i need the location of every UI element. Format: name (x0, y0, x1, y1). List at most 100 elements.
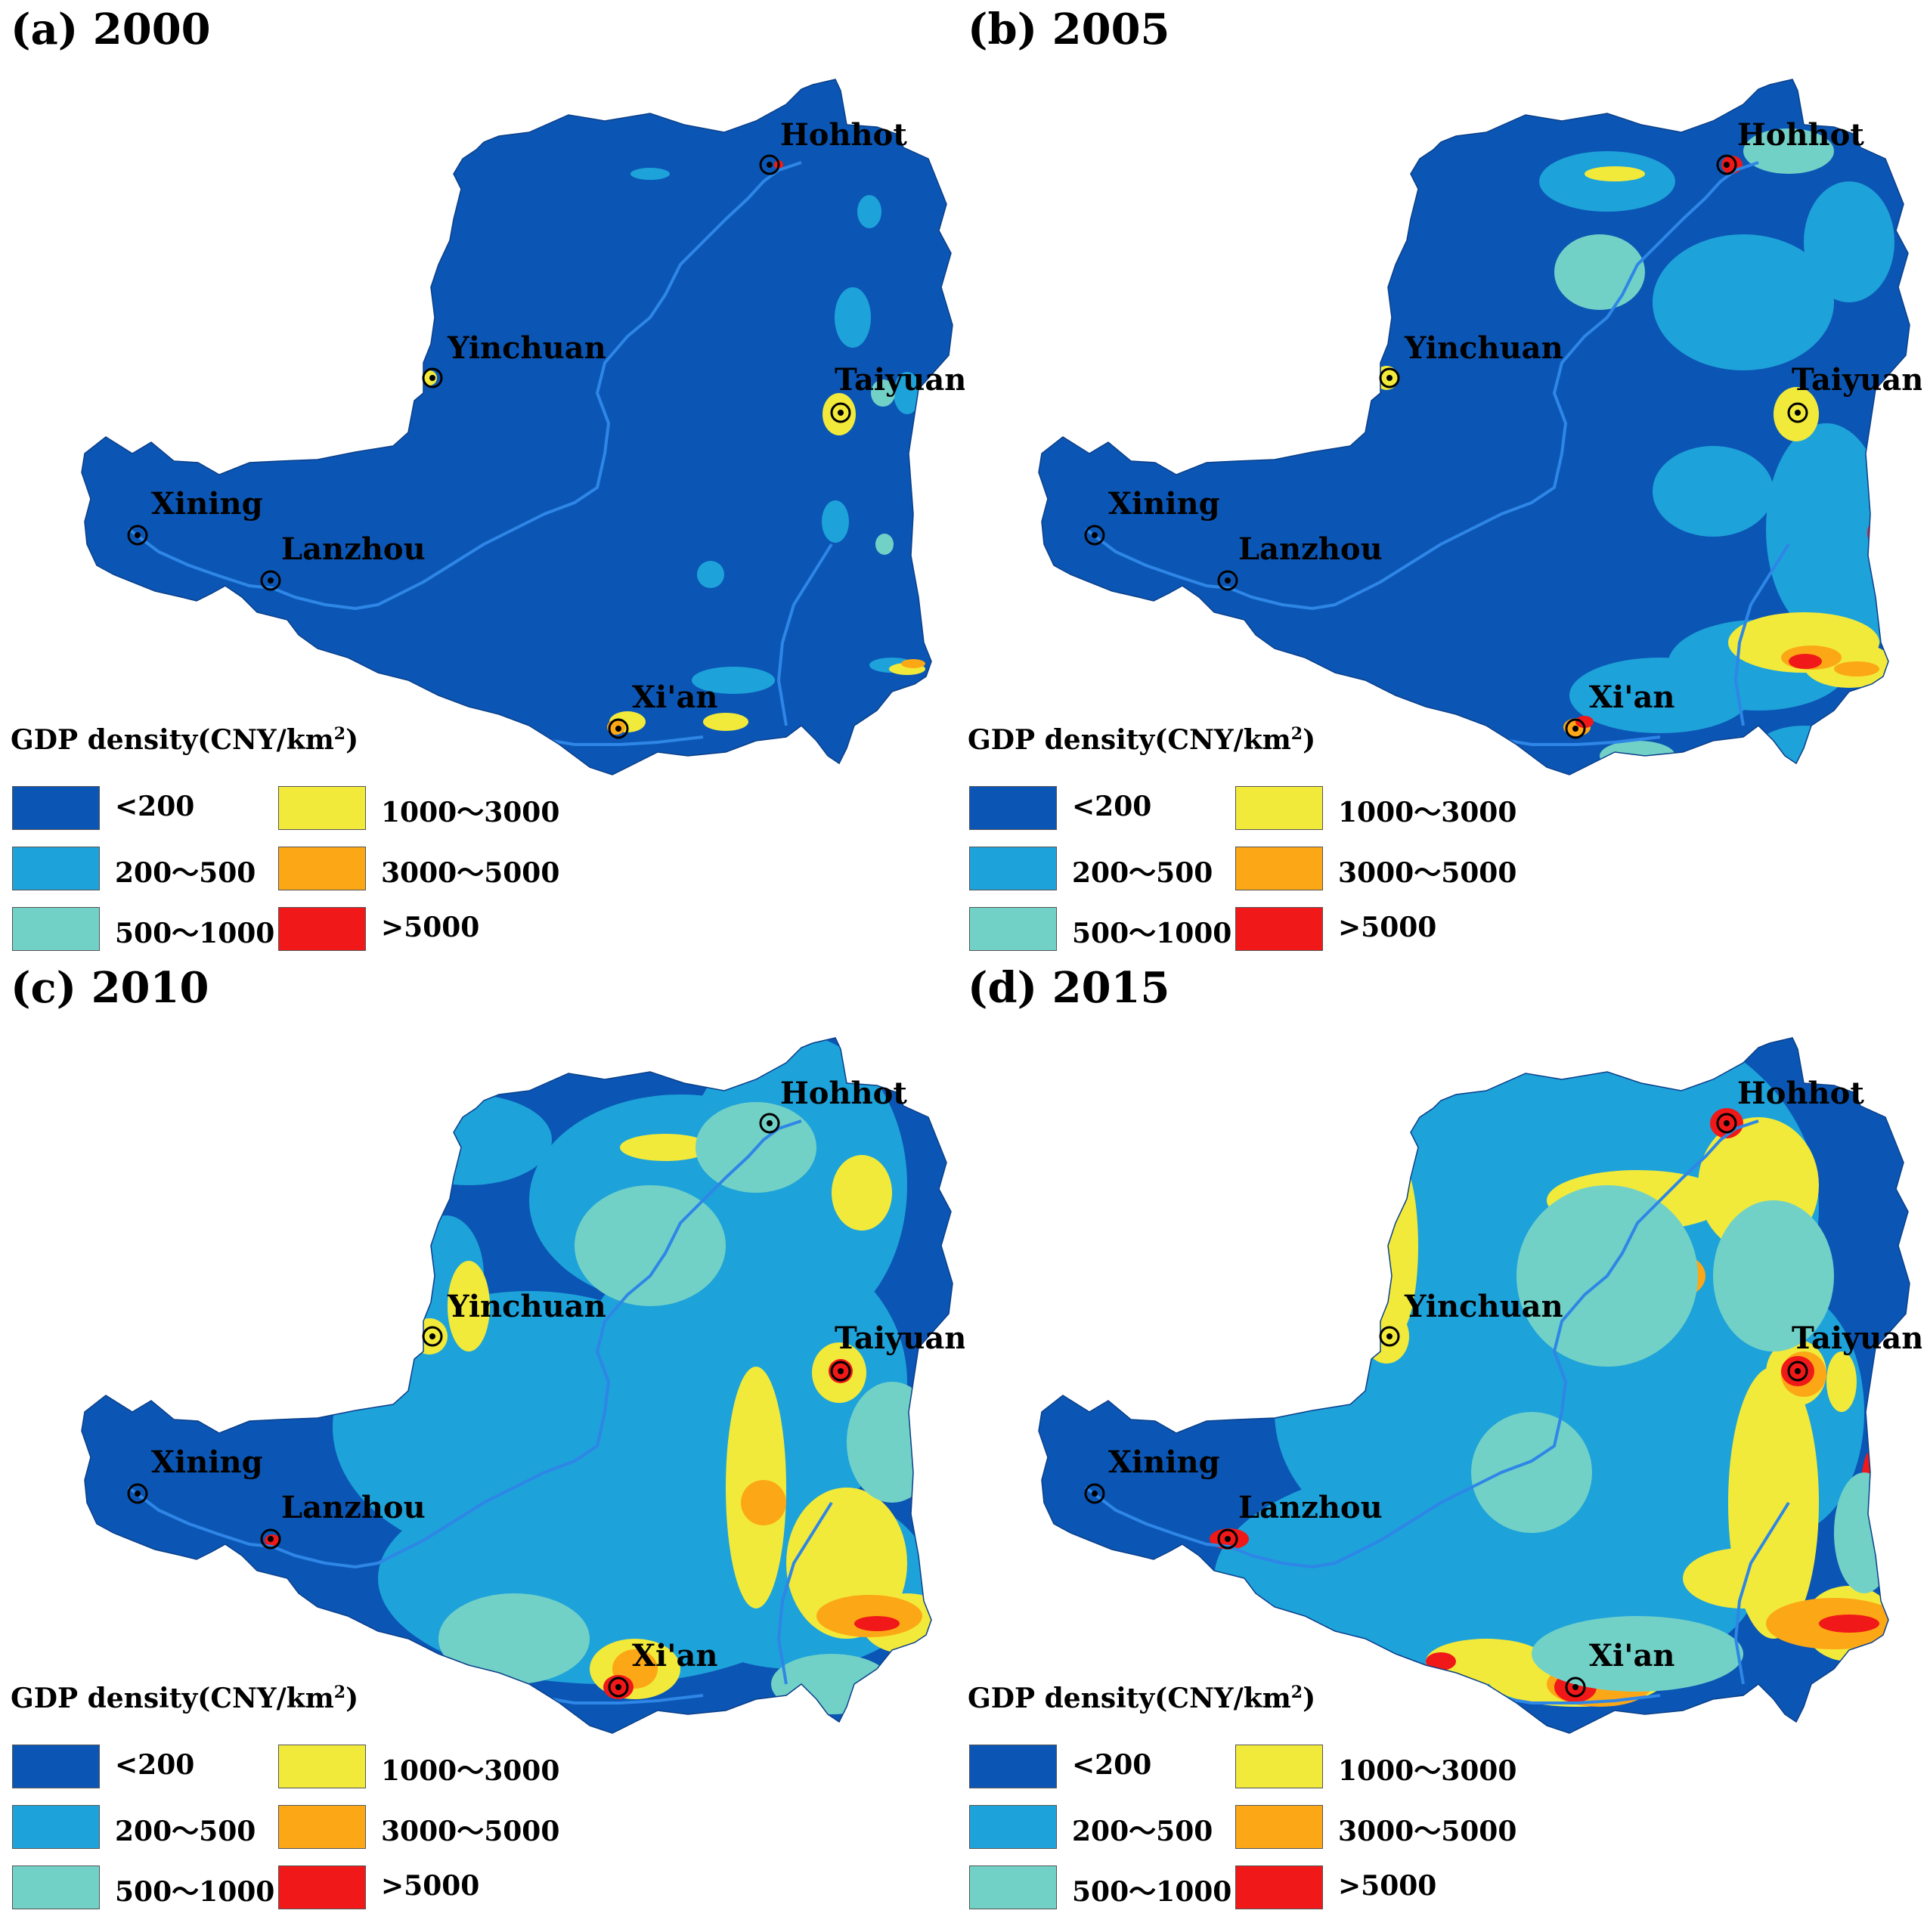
city-label: Hohhot (780, 117, 907, 153)
density-patch (1826, 1351, 1857, 1412)
city-label: Taiyuan (835, 362, 965, 398)
density-patch (832, 1155, 892, 1231)
city-symbol-icon (1565, 1677, 1586, 1698)
legend-label: 1000～3000 (1338, 797, 1517, 828)
city-label: Xining (151, 486, 263, 522)
legend-title-close: ) (345, 1683, 359, 1714)
density-patch (1834, 1472, 1894, 1593)
density-patch (1819, 726, 1879, 756)
legend-item: 1000～3000 (1235, 786, 1516, 831)
legend-swatch (969, 1745, 1057, 1788)
city-symbol-icon (608, 718, 629, 739)
boundary-outline (1038, 79, 1910, 776)
legend-title-close: ) (1303, 724, 1316, 756)
density-patch (835, 287, 871, 348)
density-patch (822, 500, 849, 543)
city-marker (260, 1528, 281, 1550)
city-symbol-icon (830, 1361, 851, 1382)
city-dot-icon (1092, 532, 1098, 538)
gdp-density-region (82, 79, 953, 775)
legend-item: 3000～5000 (278, 847, 559, 892)
city-marker (1084, 525, 1105, 546)
city-dot-icon (767, 162, 773, 168)
boundary-outline (1038, 1037, 1910, 1734)
legend-swatch (278, 1805, 366, 1849)
panel-title: (d) 2015 (968, 963, 1170, 1013)
city-label: Taiyuan (1792, 362, 1922, 398)
city-dot-icon (1092, 1491, 1098, 1497)
legend-label: >5000 (1338, 912, 1437, 943)
legend-item: 3000～5000 (1235, 847, 1516, 892)
city-label: Xi'an (632, 1638, 717, 1673)
city-symbol-icon (1716, 1113, 1737, 1134)
legend-item: 3000～5000 (1235, 1805, 1516, 1850)
legend-title: GDP density(CNY/km2) (11, 1683, 358, 1714)
city-marker (1716, 1113, 1737, 1134)
yellow-river (1084, 1119, 1759, 1568)
gdp-density-region (1039, 79, 1910, 775)
legend-swatch (1235, 786, 1323, 830)
city-dot-icon (1386, 1333, 1393, 1339)
city-symbol-icon (260, 570, 281, 591)
city-dot-icon (1386, 375, 1393, 381)
city-symbol-icon (127, 525, 148, 546)
city-label: Hohhot (1737, 117, 1864, 153)
legend-item: 1000～3000 (278, 1745, 559, 1790)
legend-label: 500～1000 (1072, 1876, 1232, 1908)
city-marker (260, 570, 281, 591)
legend-item: >5000 (1235, 1865, 1492, 1911)
city-label: Hohhot (1737, 1076, 1864, 1111)
legend-item: 1000～3000 (278, 786, 559, 831)
legend-swatch (12, 847, 100, 890)
legend-title: GDP density(CNY/km2) (968, 1683, 1315, 1714)
city-symbol-icon (608, 1677, 629, 1698)
legend-item: <200 (969, 1745, 1226, 1790)
density-patch (438, 1593, 590, 1684)
city-marker (830, 402, 851, 423)
legend-title-close: ) (345, 724, 359, 756)
city-label: Yinchuan (447, 330, 606, 366)
density-patch (575, 1185, 726, 1306)
legend-swatch (969, 907, 1057, 951)
yellow-river (777, 543, 833, 726)
city-label: Yinchuan (447, 1289, 606, 1324)
city-dot-icon (268, 577, 274, 584)
legend-swatch (1235, 1865, 1323, 1909)
city-symbol-icon (1084, 1483, 1105, 1504)
density-patch (1804, 181, 1894, 302)
city-dot-icon (1572, 726, 1578, 732)
city-label: Xi'an (632, 680, 717, 715)
legend-item: <200 (12, 786, 269, 831)
density-patch (741, 1480, 786, 1525)
gdp-density-region (1039, 1038, 1910, 1733)
legend-title: GDP density(CNY/km2) (968, 724, 1315, 756)
density-patch (620, 1134, 711, 1161)
legend-label: 1000～3000 (381, 797, 560, 828)
city-marker (608, 1677, 629, 1698)
legend-item: 3000～5000 (278, 1805, 559, 1850)
legend-label: 1000～3000 (381, 1755, 560, 1787)
city-dot-icon (1795, 410, 1801, 416)
legend-label: 200～500 (1072, 1816, 1213, 1847)
legend-label: >5000 (381, 912, 480, 943)
density-patch (692, 667, 775, 694)
legend-label: <200 (115, 1749, 195, 1781)
map-a: Hohhot Yinchuan Taiyuan Xining Lanzhou Xi'an (81, 79, 965, 776)
city-dot-icon (429, 375, 435, 381)
density-patch (771, 1654, 892, 1714)
city-label: Lanzhou (281, 531, 426, 567)
legend-swatch (1235, 1805, 1323, 1849)
city-symbol-icon (1379, 367, 1400, 389)
city-dot-icon (767, 1120, 773, 1126)
city-marker (422, 367, 443, 389)
legend-item: 500～1000 (12, 907, 274, 952)
legend-label: <200 (1072, 1749, 1152, 1781)
city-marker (1217, 1528, 1238, 1550)
legend-swatch (12, 1865, 100, 1909)
legend-label: 3000～5000 (1338, 1816, 1517, 1847)
legend-label: <200 (115, 791, 195, 822)
legend-swatch (969, 1865, 1057, 1909)
city-symbol-icon (1217, 1528, 1238, 1550)
city-dot-icon (1724, 1120, 1730, 1126)
city-dot-icon (838, 410, 844, 416)
